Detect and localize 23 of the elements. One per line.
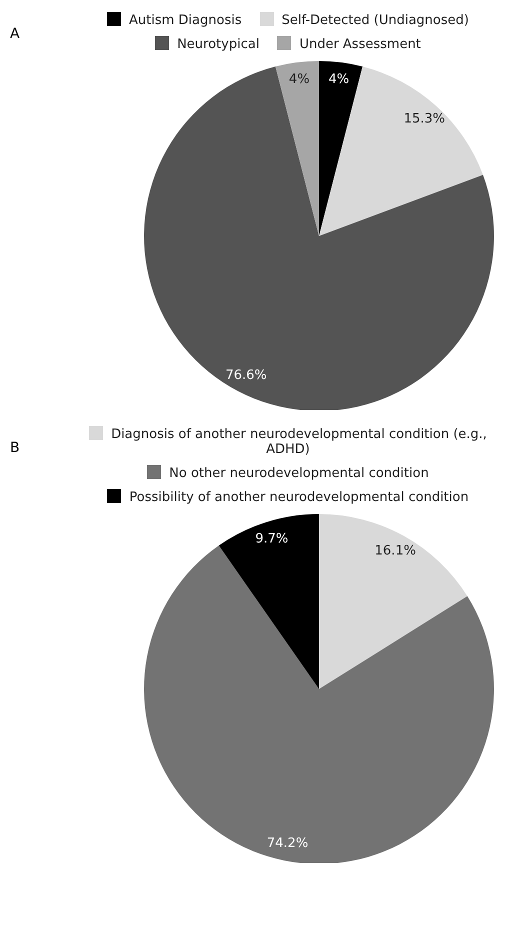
legend-label: Neurotypical: [176, 36, 260, 52]
pie-slice: [319, 61, 363, 236]
legend-label: Under Assessment: [298, 36, 421, 52]
pie-slice: [275, 61, 319, 236]
legend-label: No other neurodevelopmental condition: [168, 465, 429, 481]
data-label: 9.7%: [255, 531, 288, 546]
pie-slice: [144, 66, 494, 410]
pie-slice: [319, 66, 483, 236]
text: A: [10, 26, 20, 42]
data-label: 74.2%: [266, 836, 308, 851]
legend-label: Diagnosis of another neurodevelopmental condition (e.g., ADHD): [110, 426, 488, 457]
data-label: 4%: [328, 72, 350, 88]
data-label: 76.6%: [225, 368, 267, 384]
text: B: [10, 440, 20, 456]
legend-label: Self-Detected (Undiagnosed): [280, 12, 469, 28]
pie-slice: [319, 514, 468, 689]
legend-label: Autism Diagnosis: [128, 12, 242, 28]
data-label: 15.3%: [404, 111, 446, 126]
pie-slice: [144, 546, 494, 863]
legend-label: Possibility of another neurodevelopmental condition: [128, 489, 469, 505]
pie-slice: [218, 514, 319, 689]
data-label: 16.1%: [374, 544, 416, 559]
data-label: 4%: [288, 72, 310, 88]
